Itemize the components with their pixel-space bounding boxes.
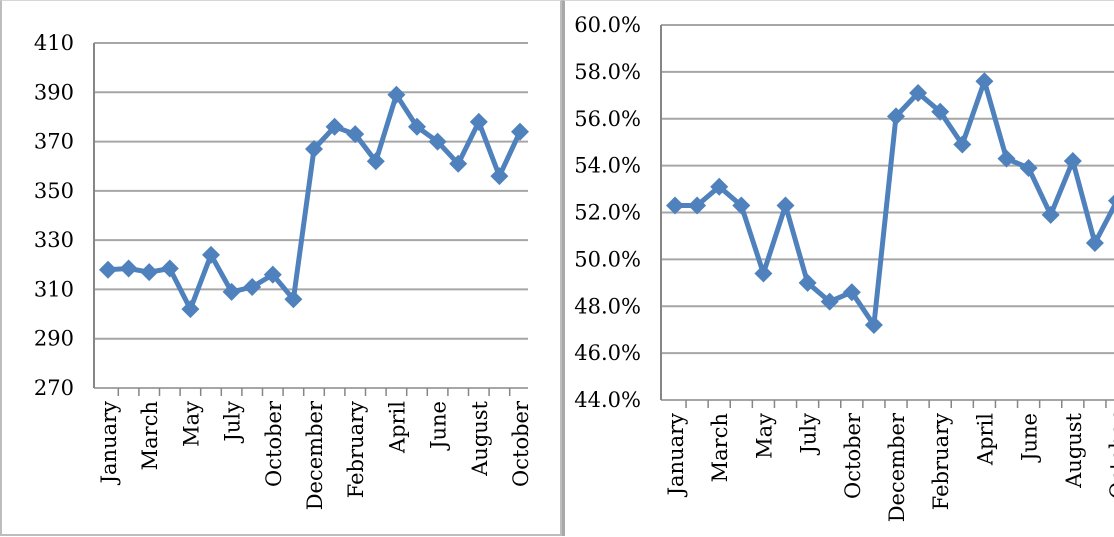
right-x-category-label: January bbox=[664, 413, 688, 498]
right-x-category-label: October bbox=[1106, 412, 1114, 499]
right-data-point bbox=[864, 316, 883, 334]
left-data-point bbox=[346, 125, 365, 144]
right-y-tick-label: 54.0% bbox=[574, 154, 641, 178]
right-data-point bbox=[732, 196, 751, 215]
left-data-point bbox=[99, 260, 117, 279]
right-data-point bbox=[997, 149, 1016, 168]
right-data-point bbox=[776, 196, 795, 215]
right-y-tick-label: 44.0% bbox=[574, 388, 641, 412]
right-data-point bbox=[820, 292, 839, 311]
right-data-point bbox=[909, 83, 928, 102]
right-data-point bbox=[1019, 158, 1038, 177]
left-x-category-label: October bbox=[262, 400, 286, 487]
right-y-tick-label: 60.0% bbox=[574, 13, 641, 37]
left-chart-panel: 270 290 310 330 350 370 390 410 January March May J… bbox=[0, 0, 562, 536]
left-x-category-label: December bbox=[303, 400, 327, 510]
left-data-point bbox=[325, 117, 344, 136]
right-x-category-label: May bbox=[752, 413, 776, 459]
left-y-tick-label: 310 bbox=[34, 277, 74, 301]
right-line-chart: 44.0% 46.0% 48.0% 50.0% 52.0% 54.0% 56.0% 58.0%… bbox=[574, 13, 1114, 522]
left-x-category-label: May bbox=[179, 401, 203, 447]
left-data-point bbox=[428, 132, 447, 151]
right-data-point bbox=[975, 72, 994, 91]
right-y-tick-label: 52.0% bbox=[574, 201, 641, 225]
left-y-tick-label: 390 bbox=[34, 80, 74, 104]
left-x-category-label: April bbox=[385, 401, 409, 454]
left-y-tick-label: 370 bbox=[34, 130, 74, 154]
left-data-point bbox=[284, 290, 303, 309]
left-data-point bbox=[202, 245, 220, 264]
right-data-point bbox=[953, 135, 972, 154]
left-data-point bbox=[222, 282, 241, 301]
right-data-point bbox=[754, 264, 773, 283]
right-x-category-label: October bbox=[841, 412, 865, 499]
left-data-point bbox=[305, 139, 323, 158]
right-data-point bbox=[931, 102, 950, 121]
right-y-tick-label: 50.0% bbox=[574, 247, 641, 271]
left-data-point bbox=[181, 300, 200, 319]
right-x-category-label: August bbox=[1062, 412, 1086, 488]
left-y-tick-label: 350 bbox=[34, 179, 74, 203]
left-data-point bbox=[263, 265, 282, 284]
left-y-tick-label: 410 bbox=[34, 31, 74, 55]
right-y-tick-label: 58.0% bbox=[574, 60, 641, 84]
right-y-tick-label: 46.0% bbox=[574, 341, 641, 365]
left-y-tick-label: 330 bbox=[34, 228, 74, 252]
left-data-point bbox=[511, 122, 529, 141]
left-x-category-label: February bbox=[344, 401, 368, 498]
right-y-tick-label: 56.0% bbox=[574, 107, 641, 131]
left-x-category-label: March bbox=[138, 401, 162, 470]
right-x-category-label: June bbox=[1018, 413, 1042, 463]
left-x-category-label: July bbox=[221, 401, 245, 444]
left-data-point bbox=[160, 259, 179, 278]
right-x-category-label: July bbox=[797, 413, 821, 456]
right-data-point bbox=[710, 177, 729, 196]
left-data-point bbox=[469, 112, 488, 131]
right-data-point bbox=[666, 196, 684, 215]
right-y-tick-label: 48.0% bbox=[574, 294, 641, 318]
left-data-point bbox=[490, 167, 509, 186]
left-data-point bbox=[449, 154, 468, 173]
left-x-category-label: October bbox=[509, 400, 533, 487]
right-x-category-label: December bbox=[885, 412, 909, 522]
left-x-category-label: January bbox=[97, 401, 121, 486]
right-data-point bbox=[1085, 233, 1104, 252]
left-data-point bbox=[140, 263, 159, 282]
left-y-tick-label: 270 bbox=[34, 376, 74, 400]
right-x-category-label: April bbox=[973, 413, 997, 466]
right-chart-panel: 44.0% 46.0% 48.0% 50.0% 52.0% 54.0% 56.0% 58.0%… bbox=[562, 0, 1114, 536]
right-data-point bbox=[1063, 151, 1082, 170]
right-x-category-label: February bbox=[929, 413, 953, 510]
left-data-point bbox=[387, 85, 406, 104]
left-data-point bbox=[243, 277, 262, 296]
left-x-category-label: August bbox=[468, 400, 492, 476]
right-data-point bbox=[887, 107, 905, 126]
right-data-point bbox=[1108, 194, 1114, 207]
right-data-point bbox=[798, 273, 817, 292]
left-line-chart: 270 290 310 330 350 370 390 410 January March May J… bbox=[34, 31, 533, 510]
right-x-category-label: March bbox=[708, 413, 732, 482]
right-data-point bbox=[688, 196, 707, 215]
right-data-point bbox=[1041, 205, 1060, 224]
right-data-point bbox=[842, 283, 861, 302]
left-data-point bbox=[119, 259, 138, 278]
left-x-category-label: June bbox=[427, 401, 451, 451]
left-y-tick-label: 290 bbox=[34, 327, 74, 351]
left-data-point bbox=[366, 152, 385, 171]
left-data-point bbox=[408, 117, 426, 136]
